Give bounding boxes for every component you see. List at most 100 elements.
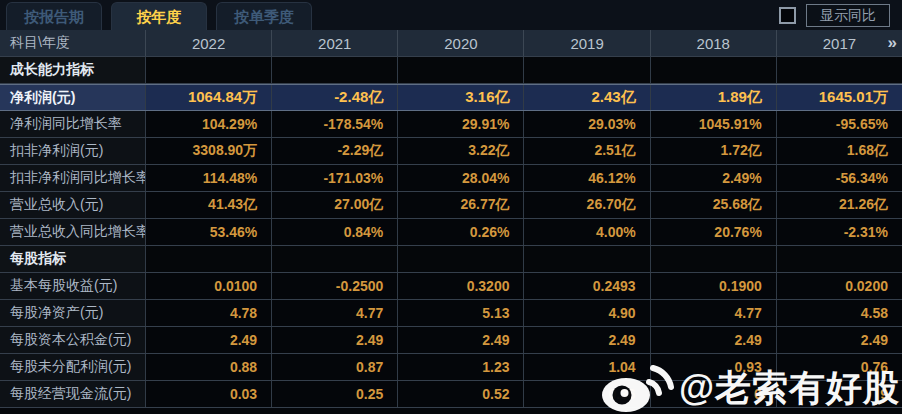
cell-2022: 0.03 xyxy=(145,381,271,407)
table-body: 成长能力指标净利润(元)1064.84万-2.48亿3.16亿2.43亿1.89… xyxy=(0,57,902,408)
cell-2017: -2.31% xyxy=(776,219,902,245)
cell-2021: -2.29亿 xyxy=(271,138,397,164)
cell-2021: -0.2500 xyxy=(271,273,397,299)
year-header-2017-label: 2017 xyxy=(777,35,902,52)
cell-2019: 26.70亿 xyxy=(523,192,649,218)
cell-2019: 4.00% xyxy=(523,219,649,245)
cell-2022 xyxy=(145,246,271,272)
row-label: 每股资本公积金(元) xyxy=(0,327,145,353)
cell-2022: 2.49 xyxy=(145,327,271,353)
cell-2020: 0.3200 xyxy=(397,273,523,299)
cell-2020: 29.91% xyxy=(397,111,523,137)
table-row: 每股资本公积金(元)2.492.492.492.492.492.49 xyxy=(0,327,902,354)
cell-2022: 104.29% xyxy=(145,111,271,137)
cell-2022: 0.88 xyxy=(145,354,271,380)
cell-2017 xyxy=(776,246,902,272)
more-years-icon[interactable]: » xyxy=(888,30,897,56)
cell-2017: 1.68亿 xyxy=(776,138,902,164)
cell-2018: 1.72亿 xyxy=(650,138,776,164)
table-row: 营业总收入同比增长率53.46%0.84%0.26%4.00%20.76%-2.… xyxy=(0,219,902,246)
row-label: 每股净资产(元) xyxy=(0,300,145,326)
table-row: 基本每股收益(元)0.0100-0.25000.32000.24930.1900… xyxy=(0,273,902,300)
tab-by-report-period[interactable]: 按报告期 xyxy=(6,2,102,30)
cell-2021: -2.48亿 xyxy=(271,85,397,110)
cell-2022: 4.78 xyxy=(145,300,271,326)
cell-2018: 0 xyxy=(650,381,776,407)
year-header-2022: 2022 xyxy=(145,30,271,56)
row-label: 净利润同比增长率 xyxy=(0,111,145,137)
cell-2021: 0.25 xyxy=(271,381,397,407)
cell-2018: 4.77 xyxy=(650,300,776,326)
cell-2019 xyxy=(523,57,649,83)
yoy-controls: 显示同比 xyxy=(779,4,890,27)
cell-2021: -171.03% xyxy=(271,165,397,191)
cell-2020 xyxy=(397,57,523,83)
table-row: 净利润(元)1064.84万-2.48亿3.16亿2.43亿1.89亿1645.… xyxy=(0,84,902,111)
cell-2018: 1.89亿 xyxy=(650,85,776,110)
cell-2020: 1.23 xyxy=(397,354,523,380)
cell-2021: 2.49 xyxy=(271,327,397,353)
cell-2017: 0.0200 xyxy=(776,273,902,299)
cell-2020: 2.49 xyxy=(397,327,523,353)
cell-2020 xyxy=(397,246,523,272)
cell-2021 xyxy=(271,246,397,272)
row-label: 扣非净利润(元) xyxy=(0,138,145,164)
cell-2019 xyxy=(523,246,649,272)
row-label: 营业总收入同比增长率 xyxy=(0,219,145,245)
table-header-row: 科目\年度 2022 2021 2020 2019 2018 2017 » xyxy=(0,30,902,57)
year-header-2020: 2020 xyxy=(397,30,523,56)
cell-2018: 1045.91% xyxy=(650,111,776,137)
cell-2019: 2.51亿 xyxy=(523,138,649,164)
cell-2021 xyxy=(271,57,397,83)
cell-2018 xyxy=(650,246,776,272)
cell-2020: 28.04% xyxy=(397,165,523,191)
section-header-row: 成长能力指标 xyxy=(0,57,902,84)
cell-2017: 2.49 xyxy=(776,327,902,353)
row-label: 净利润(元) xyxy=(0,85,145,110)
year-header-2021: 2021 xyxy=(271,30,397,56)
cell-2021: 4.77 xyxy=(271,300,397,326)
year-header-2017: 2017 » xyxy=(776,30,902,56)
tab-by-year[interactable]: 按年度 xyxy=(111,2,207,30)
row-label: 基本每股收益(元) xyxy=(0,273,145,299)
show-yoy-label[interactable]: 显示同比 xyxy=(806,4,890,27)
row-label: 每股经营现金流(元) xyxy=(0,381,145,407)
cell-2017: 1645.01万 xyxy=(776,85,902,110)
table-row: 扣非净利润(元)3308.90万-2.29亿3.22亿2.51亿1.72亿1.6… xyxy=(0,138,902,165)
year-header-2019: 2019 xyxy=(523,30,649,56)
cell-2021: -178.54% xyxy=(271,111,397,137)
cell-2018: 0.93 xyxy=(650,354,776,380)
cell-2017: -56.34% xyxy=(776,165,902,191)
row-label: 每股指标 xyxy=(0,246,145,272)
row-label: 成长能力指标 xyxy=(0,57,145,83)
cell-2022: 41.43亿 xyxy=(145,192,271,218)
tab-by-quarter[interactable]: 按单季度 xyxy=(216,2,312,30)
cell-2020: 5.13 xyxy=(397,300,523,326)
cell-2020: 0.26% xyxy=(397,219,523,245)
table-row: 每股净资产(元)4.784.775.134.904.774.58 xyxy=(0,300,902,327)
cell-2022: 53.46% xyxy=(145,219,271,245)
cell-2020: 3.22亿 xyxy=(397,138,523,164)
cell-2021: 27.00亿 xyxy=(271,192,397,218)
cell-2019: 1.04 xyxy=(523,354,649,380)
cell-2022: 3308.90万 xyxy=(145,138,271,164)
cell-2018: 25.68亿 xyxy=(650,192,776,218)
cell-2017: -95.65% xyxy=(776,111,902,137)
cell-2019: 29.03% xyxy=(523,111,649,137)
cell-2022: 0.0100 xyxy=(145,273,271,299)
table-row: 营业总收入(元)41.43亿27.00亿26.77亿26.70亿25.68亿21… xyxy=(0,192,902,219)
cell-2019: 0.2493 xyxy=(523,273,649,299)
cell-2019: 2.43亿 xyxy=(523,85,649,110)
cell-2019: 2.49 xyxy=(523,327,649,353)
show-yoy-checkbox[interactable] xyxy=(779,7,796,24)
section-header-row: 每股指标 xyxy=(0,246,902,273)
cell-2022: 114.48% xyxy=(145,165,271,191)
cell-2020: 26.77亿 xyxy=(397,192,523,218)
cell-2017: 21.26亿 xyxy=(776,192,902,218)
cell-2022 xyxy=(145,57,271,83)
cell-2019: 0.36 xyxy=(523,381,649,407)
row-label: 扣非净利润同比增长率 xyxy=(0,165,145,191)
cell-2018: 0.1900 xyxy=(650,273,776,299)
cell-2017: 9 xyxy=(776,381,902,407)
cell-2018: 2.49 xyxy=(650,327,776,353)
